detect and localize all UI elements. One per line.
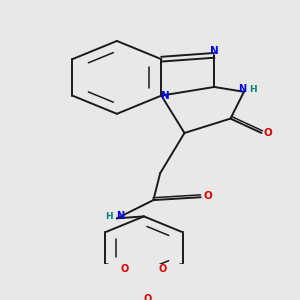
Text: H: H [105, 212, 112, 221]
Text: O: O [264, 128, 272, 138]
Text: O: O [121, 264, 129, 274]
Text: O: O [144, 293, 152, 300]
Text: O: O [204, 191, 212, 201]
Text: O: O [159, 264, 167, 274]
Text: N: N [161, 91, 170, 100]
Text: N: N [210, 46, 219, 56]
Text: N: N [116, 212, 124, 221]
Text: H: H [249, 85, 257, 94]
Text: N: N [238, 84, 247, 94]
